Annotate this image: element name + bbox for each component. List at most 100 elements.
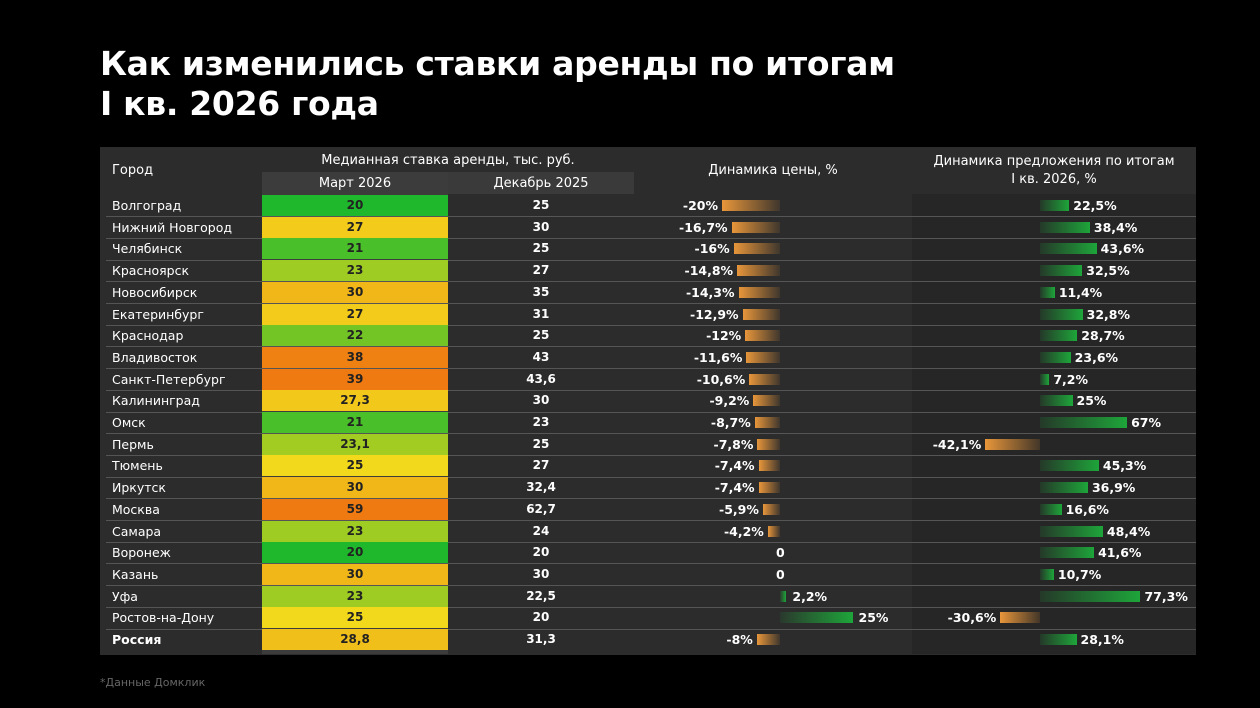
march-rate: 20 (262, 195, 448, 216)
march-rate: 23 (262, 260, 448, 282)
city-name: Россия (112, 632, 162, 647)
supply-change-bar (1040, 286, 1055, 298)
march-rate: 25 (262, 455, 448, 477)
header-supply-line-2: I кв. 2026, % (1011, 172, 1097, 187)
table-row: Воронеж 20 20 0 41,6% (106, 542, 1196, 564)
price-change-value: -9,2% (709, 393, 750, 409)
supply-change-value: -30,6% (947, 610, 997, 626)
row-divider (106, 476, 1196, 478)
price-change-bar (742, 308, 780, 320)
row-divider (106, 541, 1196, 543)
city-name: Уфа (112, 588, 138, 604)
row-divider (106, 454, 1196, 456)
row-divider (106, 259, 1196, 261)
city-name: Воронеж (112, 545, 171, 561)
december-header-bg (448, 172, 634, 194)
table-row: Пермь 23,1 25 -7,8% -42,1% (106, 433, 1196, 455)
march-rate: 23 (262, 585, 448, 607)
supply-change-bar (1040, 503, 1062, 515)
march-rate: 27 (262, 303, 448, 325)
price-change-value: -10,6% (696, 371, 746, 387)
row-divider (106, 606, 1196, 608)
supply-change-value: 32,5% (1086, 263, 1130, 279)
footnote: *Данные Домклик (100, 676, 206, 689)
price-change-value: -12,9% (690, 306, 739, 322)
march-rate: 25 (262, 607, 448, 629)
december-rate: 30 (532, 566, 550, 581)
city-name: Волгоград (112, 198, 182, 213)
row-divider (106, 368, 1196, 370)
table-row: Казань 30 30 0 10,7% (106, 563, 1196, 585)
price-change-bar (753, 395, 780, 407)
december-rate: 31 (532, 306, 550, 321)
price-change-bar (745, 330, 780, 342)
row-divider (106, 237, 1196, 239)
supply-change-bar (1040, 221, 1090, 233)
row-divider (106, 411, 1196, 413)
header-city: Город (112, 163, 154, 178)
march-rate: 30 (262, 281, 448, 303)
march-rate: 28,8 (262, 629, 448, 650)
table-row: Челябинск 21 25 -16% 43,6% (106, 238, 1196, 260)
price-change-bar (722, 200, 780, 211)
supply-change-value: 25% (1076, 393, 1107, 409)
table-row: Москва 59 62,7 -5,9% 16,6% (106, 498, 1196, 520)
price-change-bar (758, 482, 780, 494)
december-rate: 20 (532, 610, 550, 625)
city-name: Екатеринбург (112, 306, 204, 322)
price-change-value: -7,4% (714, 480, 755, 496)
supply-change-value: 36,9% (1091, 480, 1136, 496)
city-name: Казань (112, 566, 159, 582)
supply-change-bar (1040, 568, 1054, 580)
price-change-bar (757, 438, 780, 450)
table-row: Калининград 27,3 30 -9,2% 25% (106, 390, 1196, 412)
price-change-bar (767, 525, 780, 537)
march-rate: 23 (262, 520, 448, 542)
row-divider (106, 433, 1196, 435)
table-row: Россия 28,8 31,3 -8% 28,1% (106, 629, 1196, 650)
city-name: Владивосток (112, 349, 198, 365)
supply-change-bar (1040, 308, 1083, 320)
march-rate: 22 (262, 325, 448, 347)
row-divider (106, 389, 1196, 391)
december-rate: 24 (532, 523, 550, 538)
march-rate: 21 (262, 238, 448, 260)
supply-change-value: 45,3% (1102, 458, 1147, 474)
price-change-bar (762, 503, 780, 515)
price-change-value: -14,3% (685, 284, 735, 300)
table-row: Санкт-Петербург 39 43,6 -10,6% 7,2% (106, 368, 1196, 390)
price-change-bar (780, 612, 853, 624)
table-row: Уфа 23 22,5 2,2% 77,3% (106, 585, 1196, 607)
supply-change-value: 43,6% (1100, 241, 1145, 257)
price-change-value: -5,9% (719, 501, 759, 517)
price-change-value: -7,8% (713, 436, 754, 452)
december-rate: 23 (532, 415, 550, 429)
city-name: Красноярск (112, 263, 190, 279)
december-rate: 30 (532, 393, 550, 408)
supply-change-value: 10,7% (1057, 566, 1102, 582)
price-change-value: -8% (726, 632, 753, 647)
december-rate: 43 (532, 349, 550, 364)
march-rate: 27 (262, 216, 448, 238)
supply-change-bar (1040, 351, 1071, 363)
december-rate: 31,3 (526, 632, 556, 646)
city-name: Омск (112, 415, 146, 430)
page-title-line-1: Как изменились ставки аренды по итогам (100, 44, 895, 83)
table-row: Владивосток 38 43 -11,6% 23,6% (106, 346, 1196, 368)
supply-change-bar (985, 438, 1040, 450)
city-name: Новосибирск (112, 284, 198, 300)
row-divider (106, 281, 1196, 283)
price-change-bar (780, 590, 787, 602)
header-december: Декабрь 2025 (493, 176, 589, 191)
price-change-bar (758, 460, 780, 472)
page-title: Как изменились ставки аренды по итогам I… (100, 44, 895, 124)
march-rate: 30 (262, 477, 448, 499)
supply-change-value: 38,4% (1093, 219, 1138, 235)
supply-change-value: -42,1% (932, 436, 982, 452)
price-change-value: 0 (776, 566, 785, 582)
supply-change-value: 28,1% (1080, 632, 1124, 647)
supply-change-value: 41,6% (1098, 545, 1142, 561)
price-change-value: -16% (694, 241, 730, 257)
supply-change-bar (1040, 460, 1099, 472)
march-rate: 21 (262, 412, 448, 433)
